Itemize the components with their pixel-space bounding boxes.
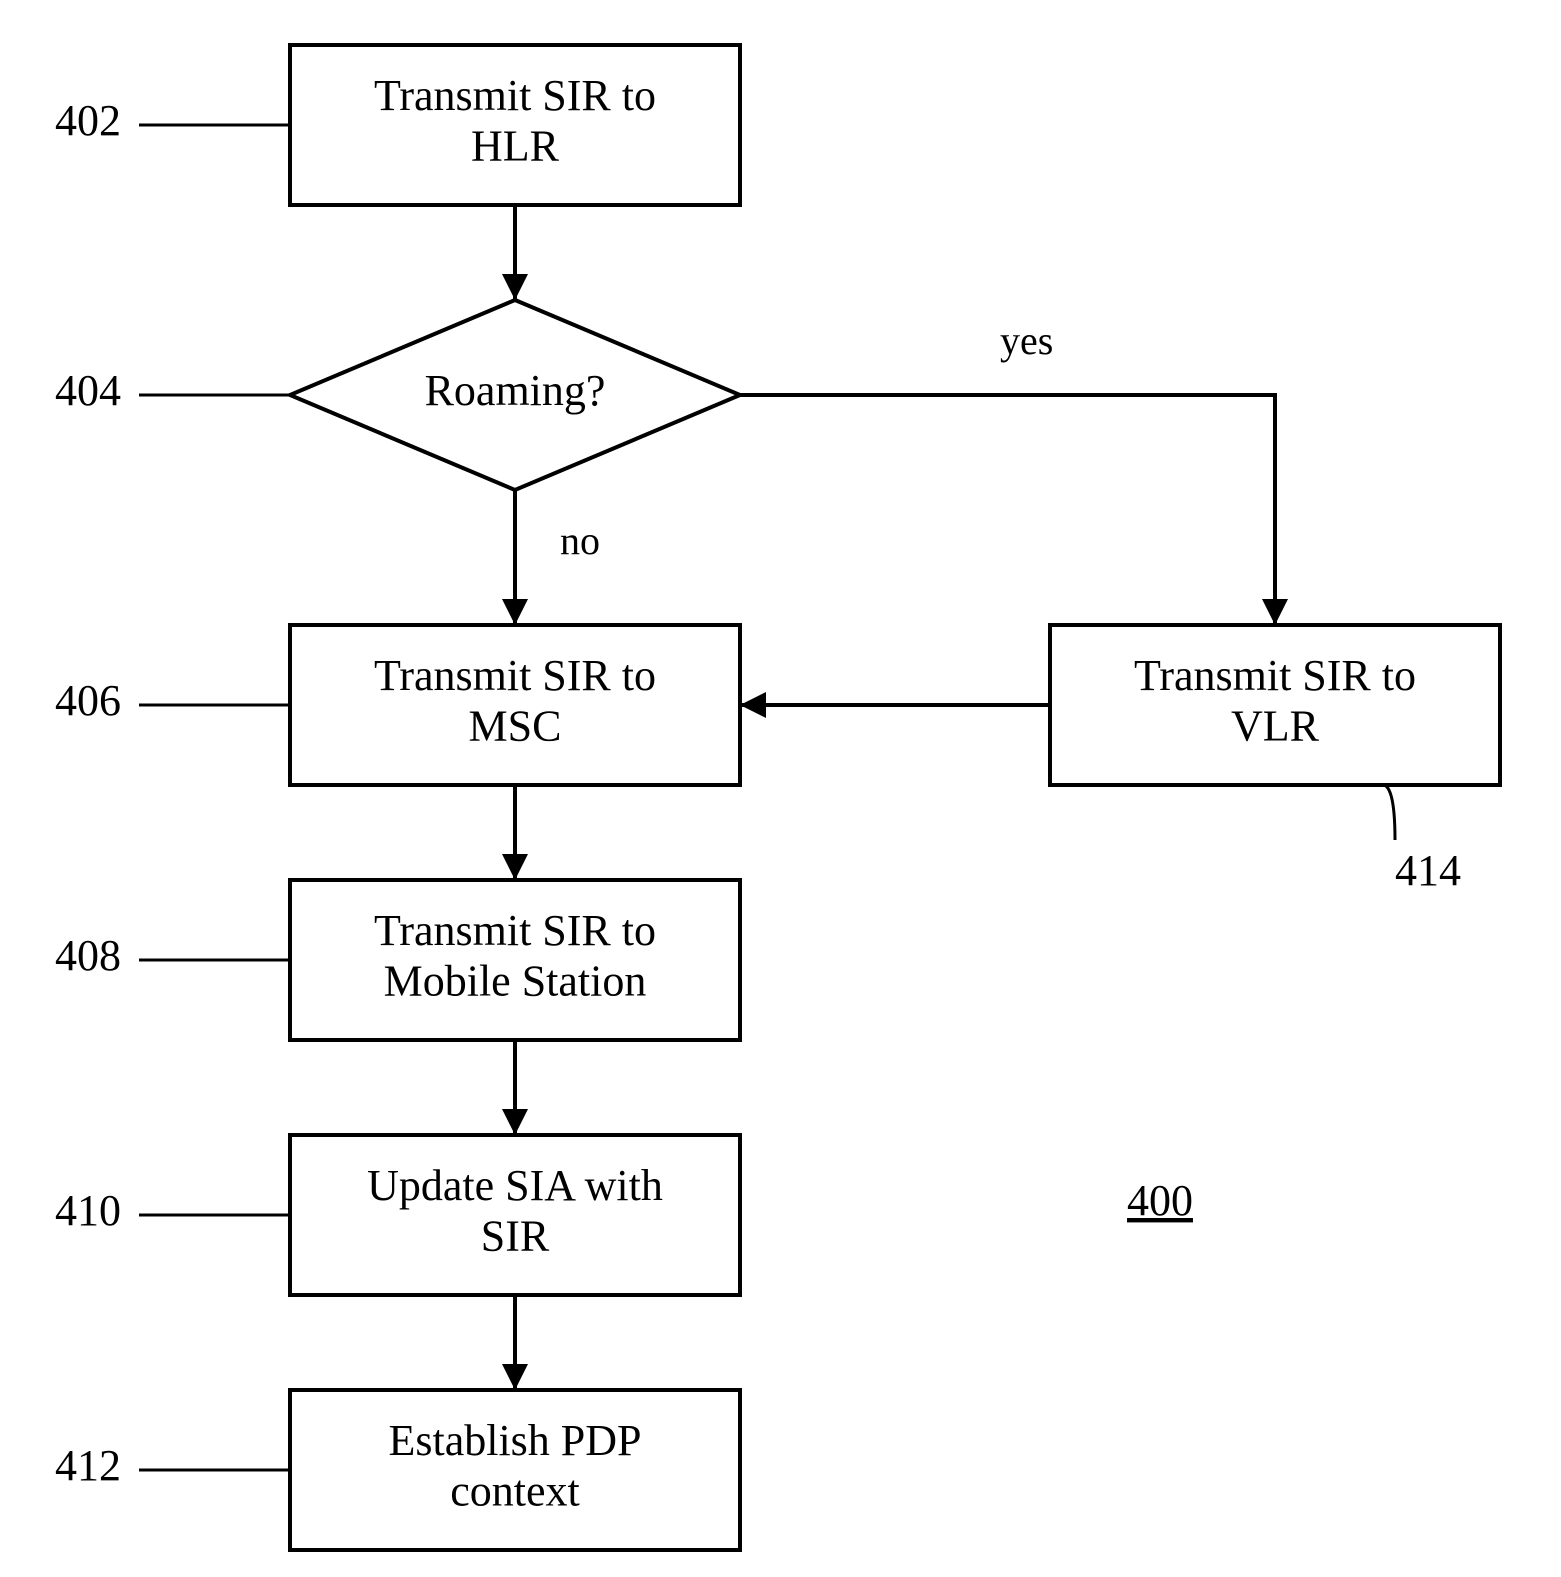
ref-number: 412 bbox=[55, 1441, 121, 1490]
flow-arrow bbox=[740, 395, 1275, 625]
decision-label: Roaming? bbox=[425, 366, 606, 415]
process-label: Transmit SIR to bbox=[374, 71, 656, 120]
ref-number: 406 bbox=[55, 676, 121, 725]
ref-leader bbox=[1380, 785, 1395, 840]
node-n402: Transmit SIR toHLR bbox=[290, 45, 740, 205]
flowchart-diagram: Transmit SIR toHLRRoaming?Transmit SIR t… bbox=[0, 0, 1561, 1577]
process-label: MSC bbox=[469, 701, 562, 750]
ref-number: 402 bbox=[55, 96, 121, 145]
node-n412: Establish PDPcontext bbox=[290, 1390, 740, 1550]
edge-label: no bbox=[560, 518, 600, 563]
figure-number: 400 bbox=[1127, 1176, 1193, 1225]
process-label: Mobile Station bbox=[384, 956, 647, 1005]
process-label: Transmit SIR to bbox=[374, 906, 656, 955]
process-label: SIR bbox=[481, 1211, 550, 1260]
process-label: Update SIA with bbox=[367, 1161, 663, 1210]
node-n406: Transmit SIR toMSC bbox=[290, 625, 740, 785]
node-n408: Transmit SIR toMobile Station bbox=[290, 880, 740, 1040]
ref-number: 408 bbox=[55, 931, 121, 980]
node-n410: Update SIA withSIR bbox=[290, 1135, 740, 1295]
node-n414: Transmit SIR toVLR bbox=[1050, 625, 1500, 785]
edge-label: yes bbox=[1000, 318, 1053, 363]
ref-number: 404 bbox=[55, 366, 121, 415]
process-label: context bbox=[450, 1466, 580, 1515]
process-label: Establish PDP bbox=[388, 1416, 641, 1465]
node-n404: Roaming? bbox=[290, 300, 740, 490]
process-label: Transmit SIR to bbox=[1134, 651, 1416, 700]
process-label: VLR bbox=[1231, 701, 1320, 750]
ref-number: 410 bbox=[55, 1186, 121, 1235]
process-label: HLR bbox=[471, 121, 560, 170]
ref-number: 414 bbox=[1395, 846, 1461, 895]
process-label: Transmit SIR to bbox=[374, 651, 656, 700]
